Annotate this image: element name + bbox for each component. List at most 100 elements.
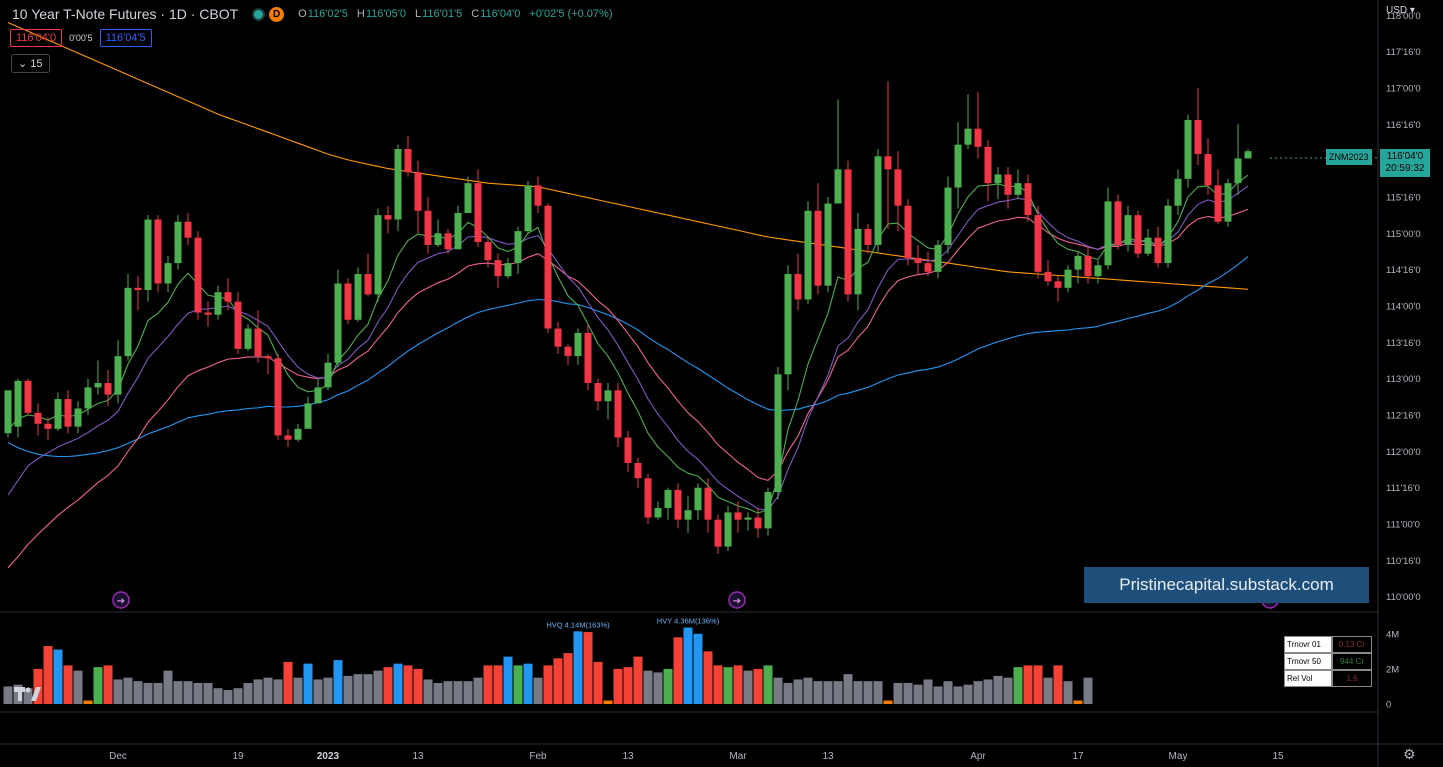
- volume-bar: [933, 686, 943, 704]
- market-open-icon: [252, 7, 266, 21]
- candle-body: [44, 423, 52, 429]
- volume-bar: [1063, 681, 1073, 704]
- volume-bar: [343, 675, 353, 704]
- volume-bar: [563, 653, 573, 704]
- time-tick-label: 13: [412, 751, 424, 762]
- currency-selector[interactable]: USD ▾: [1386, 5, 1415, 16]
- candle-body: [414, 172, 422, 211]
- volume-bar: [53, 649, 63, 704]
- settings-gear-icon[interactable]: ⚙: [1403, 746, 1416, 762]
- candle-body: [724, 512, 732, 547]
- sma-blue-line: [7, 256, 1249, 458]
- time-axis[interactable]: Dec 19 2023 13 Feb 13 Mar 13 Apr 17 May 15: [109, 751, 1284, 762]
- candle-body: [284, 435, 292, 440]
- volume-bar: [443, 681, 453, 704]
- bid-ask-panel[interactable]: 116'04'0 0'00'5 116'04'5: [10, 29, 152, 47]
- row-label: Rel Vol: [1284, 670, 1332, 687]
- volume-axis[interactable]: 4M 2M 0: [1386, 629, 1399, 710]
- candle-body: [1044, 271, 1052, 282]
- table-row: Rel Vol 1.6: [1284, 670, 1372, 687]
- chevron-down-icon: ⌄: [18, 58, 28, 70]
- candle-body: [644, 478, 652, 518]
- row-label: Trnovr 01: [1284, 636, 1332, 653]
- buy-button[interactable]: 116'04'5: [99, 29, 152, 47]
- candle-body: [474, 183, 482, 243]
- row-value: 0.13 Cr: [1332, 636, 1372, 653]
- tradingview-logo-icon[interactable]: [14, 685, 42, 703]
- candle-body: [14, 380, 22, 427]
- price-axis[interactable]: 118'00'0 117'16'0 117'00'0 116'16'0 115'16'0…: [1386, 11, 1421, 603]
- candle-body: [844, 169, 852, 295]
- time-tick-label: 15: [1272, 751, 1284, 762]
- candle-body: [1144, 237, 1152, 254]
- candle-body: [1004, 174, 1012, 195]
- candle-body: [174, 221, 182, 264]
- price-tick-label: 117'16'0: [1386, 47, 1421, 58]
- event-marker-icon[interactable]: [728, 591, 746, 609]
- candle-body: [954, 144, 962, 188]
- volume-bar: [33, 668, 43, 704]
- volume-bar: [533, 677, 543, 704]
- volume-bar: [353, 674, 363, 704]
- candle-body: [1194, 119, 1202, 155]
- table-row: Trnovr 01 0.13 Cr: [1284, 636, 1372, 653]
- candle-body: [534, 185, 542, 206]
- volume-bar: [713, 665, 723, 704]
- time-tick-label: Dec: [109, 751, 127, 762]
- high-value: 116'05'0: [365, 8, 406, 20]
- volume-bar: [863, 681, 873, 704]
- candle-body: [634, 462, 642, 479]
- event-arrow-icon: ➔: [733, 596, 741, 607]
- volume-bar: [583, 632, 593, 704]
- candle-body: [114, 356, 122, 395]
- candle-body: [1104, 201, 1112, 266]
- volume-bar: [1033, 665, 1043, 704]
- price-tick-label: 115'16'0: [1386, 192, 1421, 203]
- current-price-value: 116'04'0: [1386, 151, 1424, 162]
- volume-bar: [943, 681, 953, 704]
- indicator-count: 15: [30, 58, 43, 70]
- candle-body: [454, 212, 462, 250]
- candle-body: [134, 287, 142, 291]
- candle-body: [74, 408, 82, 427]
- candle-body: [544, 205, 552, 329]
- sell-button[interactable]: 116'04'0: [10, 29, 63, 47]
- symbol-legend[interactable]: 10 Year T-Note Futures · 1D · CBOT D O11…: [12, 6, 618, 22]
- candle-body: [124, 287, 132, 357]
- volume-tick-label: 2M: [1386, 664, 1399, 675]
- candle-body: [614, 390, 622, 438]
- bar-countdown: 20:59:32: [1385, 163, 1425, 174]
- row-value: 1.6: [1332, 670, 1372, 687]
- candle-body: [314, 387, 322, 404]
- open-value: 116'02'5: [307, 8, 348, 20]
- symbol-title[interactable]: 10 Year T-Note Futures · 1D · CBOT: [12, 6, 239, 22]
- candle-body: [944, 187, 952, 245]
- table-row: Trnovr 50 944 Cr: [1284, 653, 1372, 670]
- time-tick-label: 2023: [317, 751, 340, 762]
- volume-bar: [373, 670, 383, 704]
- candle-body: [24, 380, 32, 413]
- volume-bar: [463, 681, 473, 704]
- price-tick-label: 117'00'0: [1386, 83, 1421, 94]
- volume-bar: [403, 665, 413, 704]
- time-tick-label: 19: [232, 751, 244, 762]
- candle-body: [1164, 205, 1172, 264]
- volume-bar: [1083, 677, 1093, 704]
- event-marker-icon[interactable]: [112, 591, 130, 609]
- candle-body: [1074, 255, 1082, 270]
- high-label: H: [356, 8, 365, 20]
- volume-annotation-label: HVQ 4.14M(163%): [546, 620, 610, 629]
- candle-body: [154, 219, 162, 284]
- volume-bar: [773, 677, 783, 704]
- candle-body: [264, 356, 272, 359]
- candle-body: [1054, 281, 1062, 288]
- candle-body: [504, 263, 512, 277]
- candle-body: [914, 258, 922, 264]
- candle-body: [1014, 183, 1022, 195]
- market-status[interactable]: D: [252, 6, 285, 22]
- session-badge: D: [269, 6, 285, 22]
- volume-bar: [143, 682, 153, 704]
- candle-body: [784, 274, 792, 375]
- indicator-toggle-button[interactable]: ⌄ 15: [11, 54, 50, 73]
